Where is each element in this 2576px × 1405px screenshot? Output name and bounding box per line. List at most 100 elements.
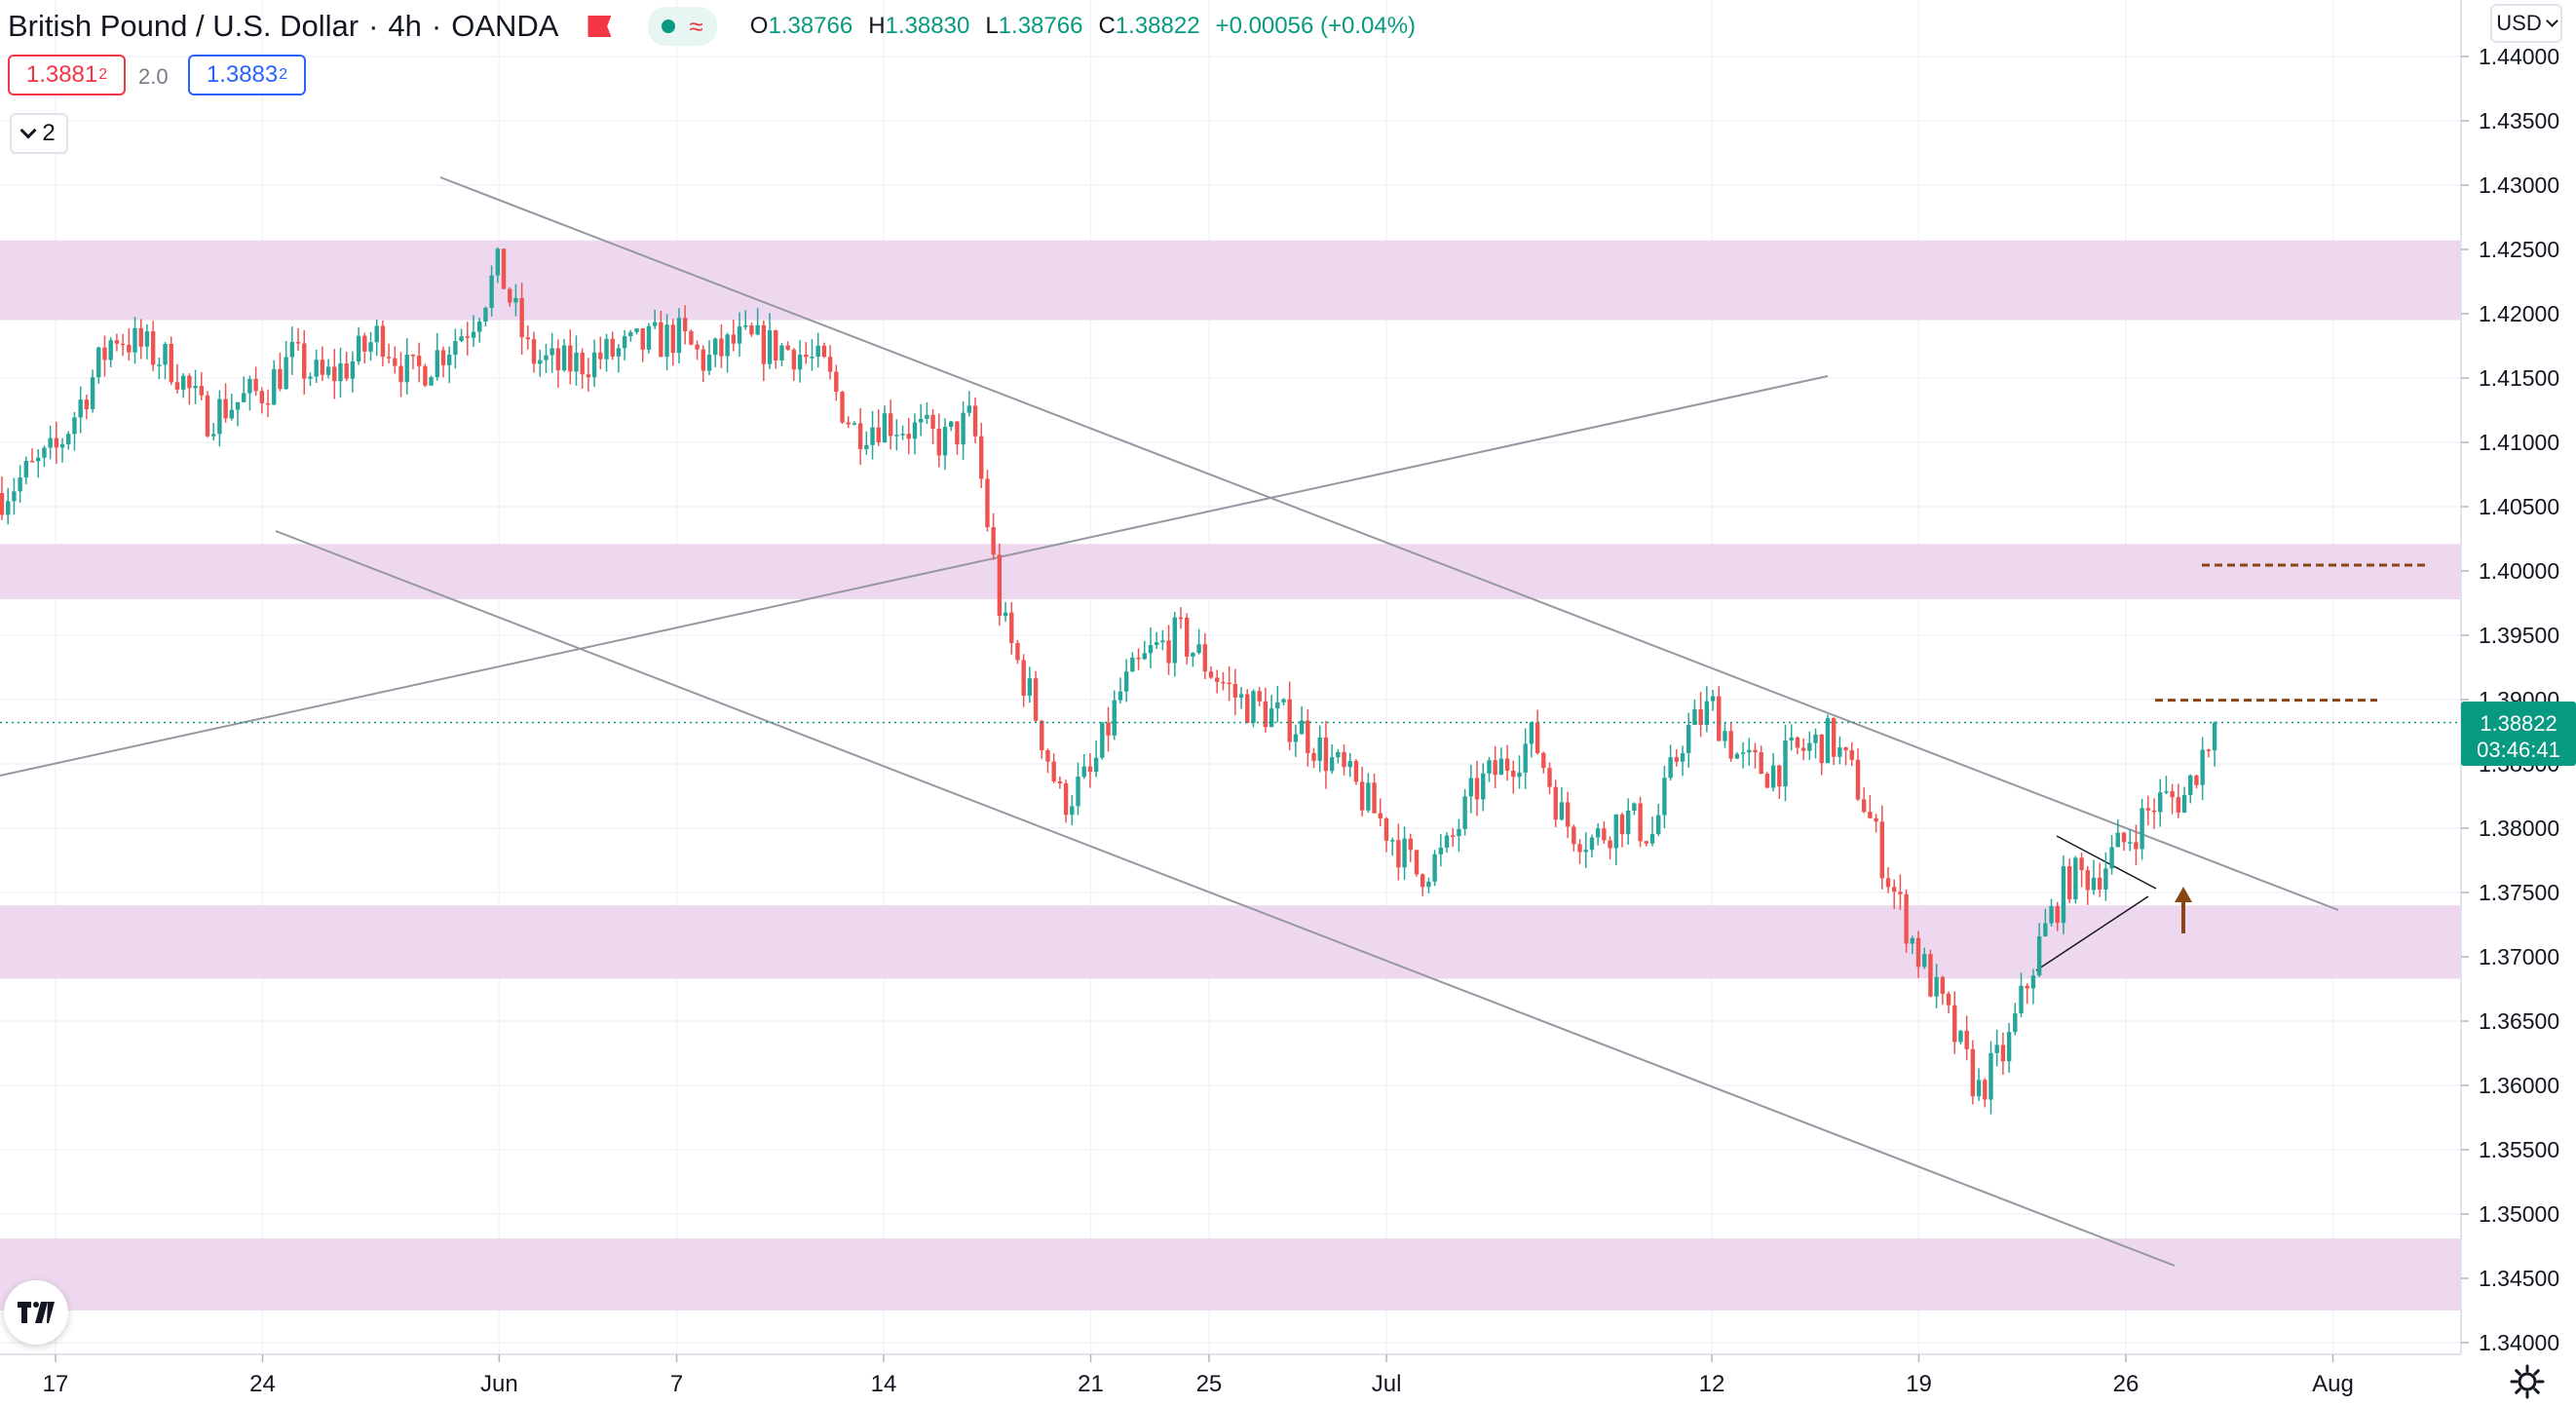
candle — [1759, 745, 1763, 775]
indicators-toggle-button[interactable]: 2 — [10, 113, 68, 154]
candle — [1359, 766, 1365, 816]
open-value: O1.38766 — [749, 13, 853, 39]
candle — [253, 366, 258, 397]
candle — [1057, 776, 1063, 789]
candle — [991, 513, 996, 560]
candle — [695, 340, 700, 361]
candle — [1898, 874, 1903, 910]
candle — [870, 410, 875, 460]
candle — [2025, 983, 2029, 1005]
candle — [1342, 744, 1346, 776]
candle — [1976, 1068, 1982, 1102]
chevron-down-icon — [19, 122, 37, 139]
candle — [174, 363, 180, 394]
candle — [495, 247, 501, 284]
candle — [1952, 991, 1957, 1054]
candle — [1710, 689, 1716, 711]
candle — [1336, 748, 1341, 764]
price-tick-label: 1.36000 — [2479, 1073, 2559, 1098]
candle — [1462, 788, 1467, 836]
candle — [1076, 762, 1080, 816]
candle — [180, 373, 186, 399]
bar-countdown-text: 03:46:41 — [2477, 738, 2560, 762]
settings-icon[interactable] — [2508, 1362, 2547, 1401]
time-tick-label: 19 — [1906, 1371, 1932, 1397]
candle — [1191, 652, 1195, 667]
price-tick-label: 1.35500 — [2479, 1137, 2559, 1162]
candle — [2049, 898, 2054, 927]
candle — [1185, 613, 1190, 665]
currency-selector[interactable]: USD — [2490, 4, 2562, 43]
interval-label[interactable]: 4h — [388, 9, 422, 43]
candle — [1287, 681, 1292, 751]
candle — [1813, 728, 1818, 759]
candle — [187, 373, 192, 405]
candle — [36, 449, 41, 478]
candle — [127, 328, 132, 361]
close-value: C1.38822 — [1098, 13, 1200, 39]
candle — [725, 332, 730, 373]
candle — [1825, 714, 1831, 764]
symbol-title[interactable]: British Pound / U.S. Dollar — [8, 9, 360, 43]
candle — [108, 337, 113, 367]
candle — [664, 314, 669, 371]
candle — [78, 386, 83, 434]
candle — [682, 305, 688, 345]
price-tick-label: 1.39500 — [2479, 623, 2559, 648]
candle — [54, 421, 59, 465]
tradingview-logo-icon[interactable] — [4, 1280, 68, 1345]
candle — [774, 329, 778, 369]
candle — [1347, 752, 1352, 778]
candle — [84, 395, 90, 420]
candle — [1070, 795, 1075, 825]
time-tick-label: 17 — [43, 1371, 69, 1397]
candle — [1493, 746, 1497, 788]
candle — [1608, 836, 1612, 860]
candle — [2043, 908, 2048, 937]
price-tick-label: 1.36500 — [2479, 1008, 2559, 1034]
candle — [985, 470, 990, 532]
candle — [169, 336, 173, 386]
candle — [446, 346, 452, 384]
candle — [2206, 748, 2212, 758]
candle — [1789, 724, 1794, 751]
candle — [1238, 687, 1244, 709]
market-status[interactable]: ≈ — [648, 7, 717, 46]
ohlc-values: O1.38766 H1.38830 L1.38766 C1.38822 +0.0… — [750, 13, 1416, 40]
candle — [289, 326, 295, 375]
candle — [906, 417, 911, 455]
candle — [689, 329, 694, 346]
price-tick-label: 1.34000 — [2479, 1330, 2559, 1355]
candle — [834, 364, 839, 401]
price-tick-label: 1.34500 — [2479, 1266, 2559, 1291]
candle — [1534, 709, 1540, 755]
sell-button[interactable]: 1.3881 2 — [8, 55, 126, 95]
candle — [368, 331, 373, 361]
candle — [961, 401, 966, 460]
candle — [1311, 747, 1316, 769]
candle — [6, 487, 11, 525]
candle — [846, 416, 851, 429]
candle — [1087, 753, 1093, 788]
candle — [1753, 742, 1758, 769]
buy-button[interactable]: 1.3883 2 — [188, 55, 306, 95]
candle — [1353, 759, 1359, 785]
candle — [1589, 834, 1595, 857]
candle — [1389, 837, 1395, 856]
candle — [302, 329, 307, 395]
candle — [1251, 689, 1256, 728]
current-price-label: 1.38822 03:46:41 — [2461, 702, 2576, 766]
candle — [1414, 850, 1420, 877]
candle — [852, 421, 857, 426]
candle — [1849, 741, 1854, 767]
candle — [247, 375, 252, 411]
candle — [1317, 725, 1322, 773]
candle — [1396, 823, 1401, 881]
current-price-text: 1.38822 — [2480, 711, 2557, 736]
symbol-legend[interactable]: British Pound / U.S. Dollar · 4h · OANDA… — [8, 6, 1416, 47]
candle — [284, 341, 288, 390]
candle — [659, 311, 663, 358]
candle — [1632, 802, 1637, 816]
flag-icon[interactable] — [587, 16, 611, 37]
